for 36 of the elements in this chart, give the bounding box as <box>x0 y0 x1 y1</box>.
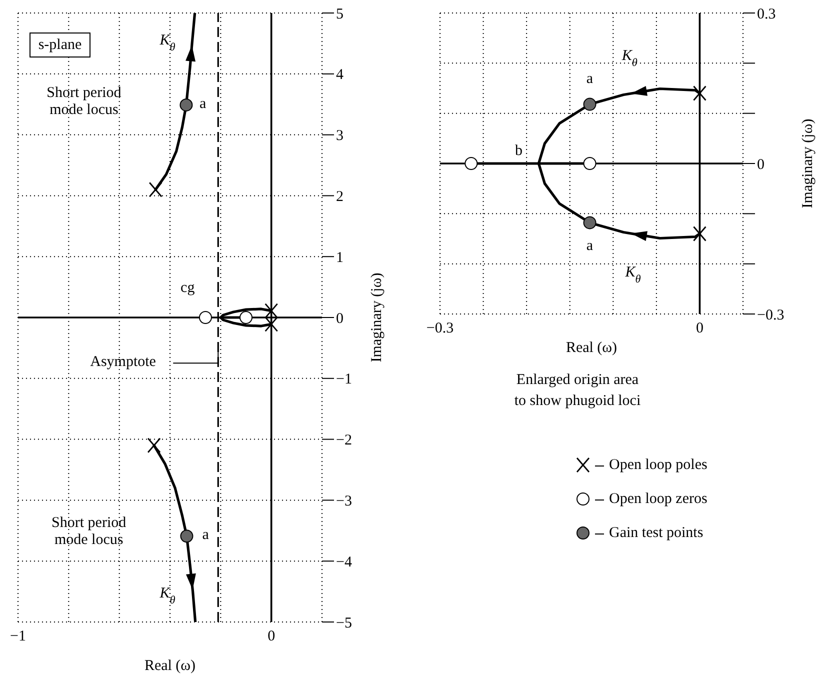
y-tick-label: −4 <box>336 554 352 570</box>
legend-label: Open loop zeros <box>609 490 708 508</box>
annotation: s-plane <box>38 37 82 54</box>
y-tick-label: 0.3 <box>757 6 776 22</box>
y-tick-label: 1 <box>336 250 344 266</box>
y-tick-label: −3 <box>336 494 352 510</box>
annotation: K$_{θ}$ <box>620 48 638 69</box>
annotation: cg <box>180 280 196 296</box>
y-tick-label: 0 <box>757 156 764 173</box>
annotation: Short period mode locus <box>52 515 127 549</box>
ref-line-label: Asymptote <box>90 354 156 371</box>
annotation: b <box>515 144 523 160</box>
annotation: a <box>586 72 594 88</box>
y-axis-title: Imaginary (jω) <box>800 118 816 208</box>
annotation: K$_{θ}$ <box>624 264 642 285</box>
legend-label: Open loop poles <box>609 456 708 474</box>
annotation: Short period mode locus <box>46 85 122 119</box>
legend-label: Gain test points <box>609 524 704 542</box>
y-tick-label: −1 <box>336 372 352 388</box>
y-tick-label: −5 <box>336 615 352 632</box>
y-tick-label: 5 <box>336 6 344 22</box>
text: Enlarged origin area to show phugoid loci <box>513 371 642 411</box>
x-axis-title: Real (ω) <box>566 340 618 356</box>
annotation: K$_{θ}$ <box>158 33 176 54</box>
annotation: a <box>199 96 206 112</box>
y-tick-label: −0.3 <box>757 307 784 324</box>
y-axis-title: Imaginary (jω) <box>369 272 386 362</box>
y-tick-label: 2 <box>336 189 344 206</box>
y-tick-label: −2 <box>336 432 352 449</box>
x-axis-title: Real (ω) <box>144 658 196 674</box>
annotation: K$_{θ}$ <box>158 586 176 606</box>
y-tick-label: 4 <box>336 67 344 84</box>
annotation: a <box>586 238 594 254</box>
annotation: a <box>202 528 210 544</box>
y-tick-label: 3 <box>336 128 344 144</box>
y-tick-label: 0 <box>336 310 344 327</box>
